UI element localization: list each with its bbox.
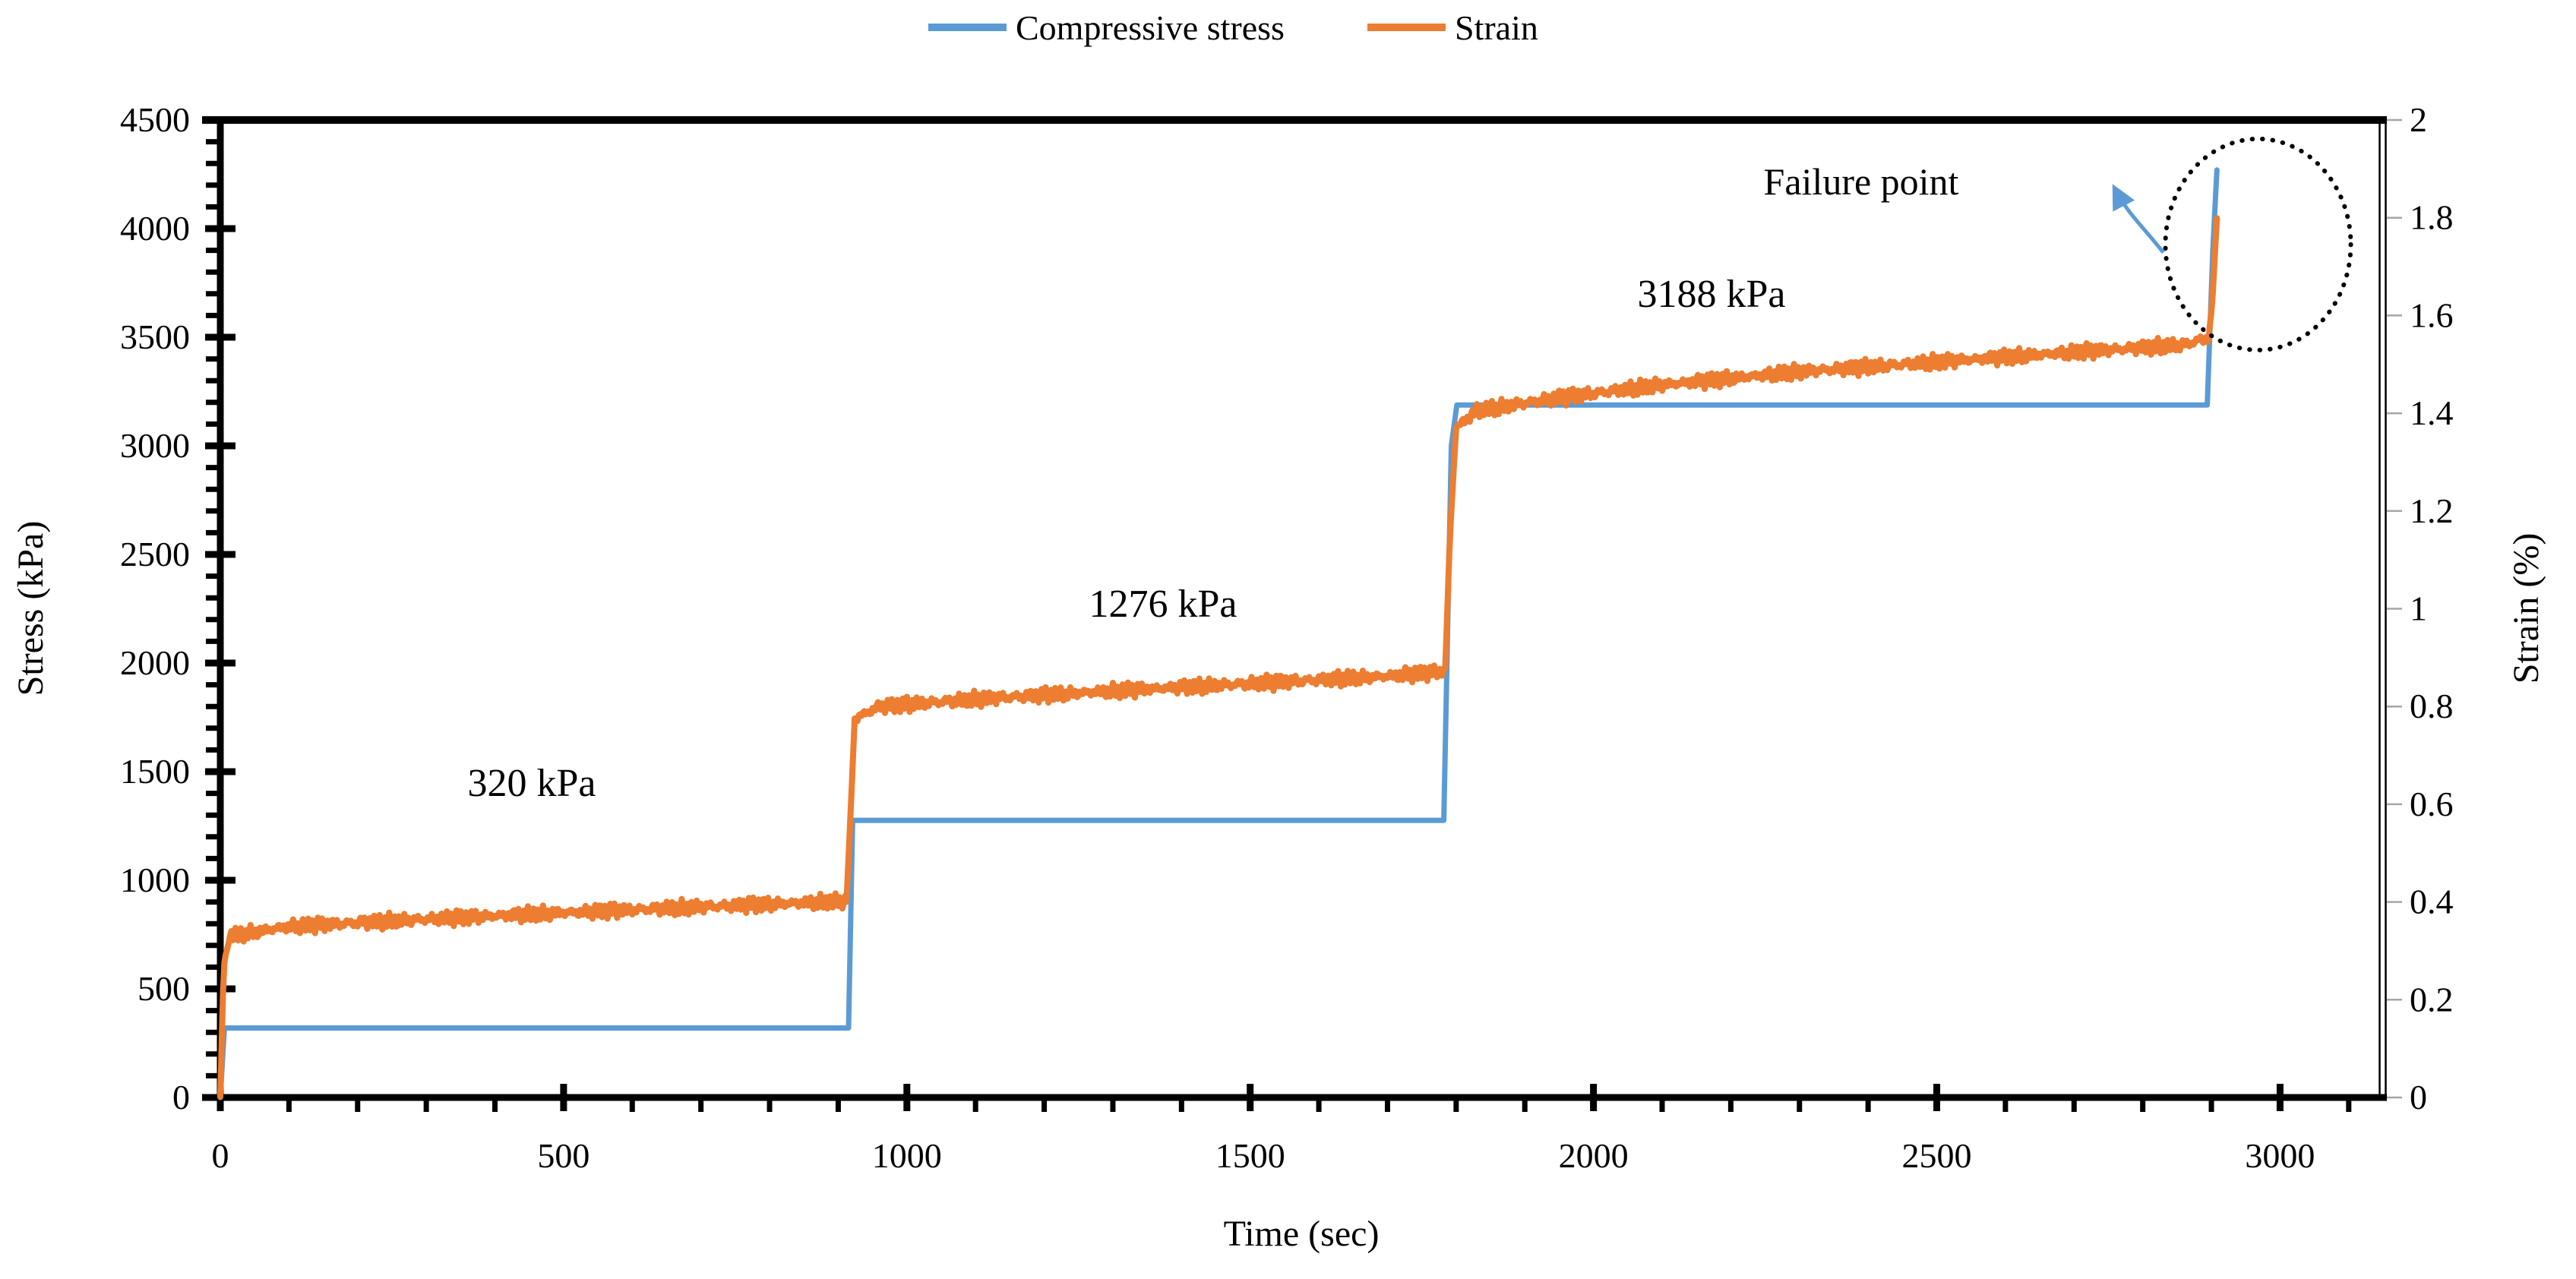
right-y-tick-label: 0.6 — [2410, 785, 2454, 823]
right-y-tick-label: 1.2 — [2410, 491, 2454, 530]
failure-point-arrow — [2112, 184, 2165, 254]
failure-point-ellipse — [2163, 136, 2353, 352]
series-layer — [217, 167, 2220, 1101]
right-y-tick-label: 1.4 — [2410, 393, 2454, 432]
left-y-tick-label: 2500 — [120, 535, 190, 573]
right-y-tick-label: 0.4 — [2410, 883, 2454, 921]
left-y-tick-label: 3000 — [120, 426, 190, 465]
right-y-tick-label: 0 — [2410, 1078, 2427, 1116]
annotation-1276-kpa: 1276 kPa — [1089, 583, 1237, 626]
x-tick-label: 0 — [212, 1136, 229, 1175]
right-y-tick-label: 0.2 — [2410, 980, 2454, 1018]
right-y-tick-label: 1.8 — [2410, 198, 2454, 237]
right-y-axis-title: Strain (%) — [2506, 533, 2546, 684]
left-y-tick-label: 2000 — [120, 643, 190, 682]
x-tick-label: 1000 — [872, 1136, 942, 1175]
legend-label-strain: Strain — [1455, 8, 1538, 47]
series-line-strain — [217, 215, 2220, 1101]
left-y-tick-label: 1000 — [120, 861, 190, 899]
left-y-tick-label: 500 — [137, 969, 190, 1008]
legend: Compressive stress Strain — [928, 8, 1538, 47]
annotation-failure-point: Failure point — [1764, 160, 1959, 203]
axes-layer: 05001000150020002500300035004000450000.2… — [120, 100, 2454, 1175]
left-y-tick-label: 3500 — [120, 317, 190, 356]
legend-label-compressive-stress: Compressive stress — [1016, 8, 1285, 47]
x-tick-label: 500 — [537, 1136, 589, 1175]
x-tick-label: 2500 — [1902, 1136, 1972, 1175]
left-y-axis-title: Stress (kPa) — [11, 521, 51, 696]
left-y-tick-label: 4000 — [120, 209, 190, 248]
left-y-tick-label: 0 — [172, 1078, 190, 1116]
left-y-tick-label: 4500 — [120, 100, 190, 139]
right-y-tick-label: 0.8 — [2410, 687, 2454, 725]
x-tick-label: 2000 — [1559, 1136, 1629, 1175]
right-y-tick-label: 1.6 — [2410, 295, 2454, 334]
annotation-320-kpa: 320 kPa — [468, 762, 596, 805]
right-y-tick-label: 2 — [2410, 100, 2427, 139]
x-axis-title: Time (sec) — [1224, 1214, 1380, 1254]
x-tick-label: 3000 — [2245, 1136, 2315, 1175]
x-tick-label: 1500 — [1215, 1136, 1285, 1175]
series-line-compressive-stress — [217, 167, 2220, 1101]
annotation-shapes-layer — [2112, 136, 2353, 352]
annotation-3188-kpa: 3188 kPa — [1638, 273, 1786, 316]
left-y-tick-label: 1500 — [120, 752, 190, 791]
right-y-tick-label: 1 — [2410, 589, 2427, 628]
